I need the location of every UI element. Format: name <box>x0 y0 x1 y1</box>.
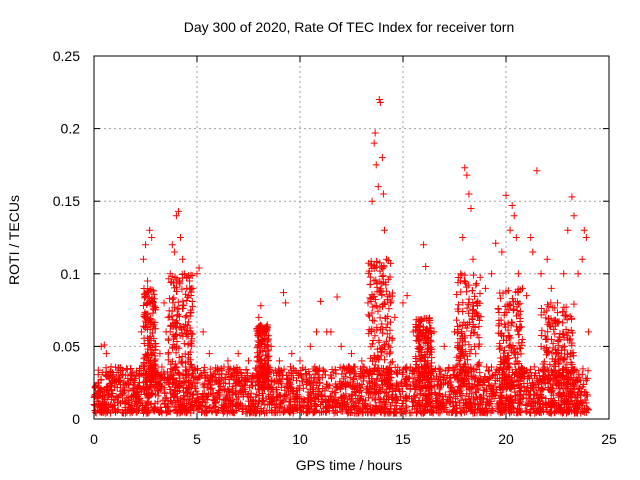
y-tick-label: 0.25 <box>53 48 80 64</box>
y-tick-label: 0.05 <box>53 338 80 354</box>
chart-title: Day 300 of 2020, Rate Of TEC Index for r… <box>184 19 514 35</box>
y-tick-label: 0.2 <box>61 121 81 137</box>
x-tick-label: 0 <box>90 431 98 447</box>
x-tick-label: 15 <box>395 431 411 447</box>
x-tick-label: 25 <box>601 431 617 447</box>
y-axis-label: ROTI / TECUs <box>6 195 22 285</box>
x-tick-label: 20 <box>498 431 514 447</box>
x-tick-label: 5 <box>193 431 201 447</box>
x-axis-label: GPS time / hours <box>296 457 403 473</box>
y-tick-label: 0 <box>72 411 80 427</box>
x-tick-label: 10 <box>292 431 308 447</box>
y-tick-label: 0.1 <box>61 266 81 282</box>
y-tick-label: 0.15 <box>53 193 80 209</box>
